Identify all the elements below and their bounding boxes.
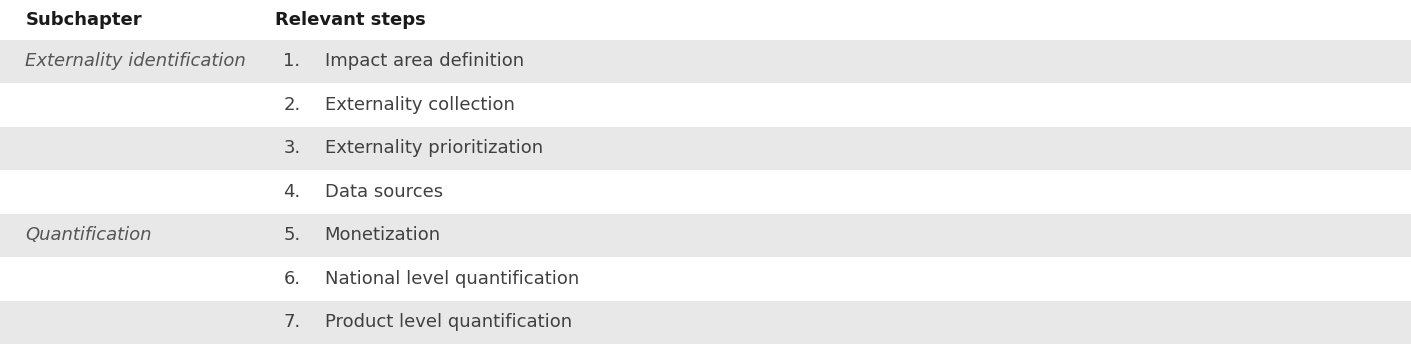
Text: National level quantification: National level quantification: [325, 270, 579, 288]
Text: Externality identification: Externality identification: [25, 52, 246, 70]
Text: Externality collection: Externality collection: [325, 96, 515, 114]
Bar: [0, 301, 1411, 344]
Text: 6.: 6.: [284, 270, 301, 288]
Bar: [0, 257, 1411, 301]
Text: Product level quantification: Product level quantification: [325, 313, 571, 331]
Text: Quantification: Quantification: [25, 226, 152, 244]
Text: Externality prioritization: Externality prioritization: [325, 139, 543, 157]
Text: 2.: 2.: [284, 96, 301, 114]
Text: 1.: 1.: [284, 52, 301, 70]
Text: Subchapter: Subchapter: [25, 11, 143, 29]
Text: Relevant steps: Relevant steps: [275, 11, 426, 29]
Bar: [0, 40, 1411, 83]
Text: Data sources: Data sources: [325, 183, 443, 201]
Text: Monetization: Monetization: [325, 226, 440, 244]
Bar: [0, 83, 1411, 127]
Text: 5.: 5.: [284, 226, 301, 244]
Text: Impact area definition: Impact area definition: [325, 52, 523, 70]
Text: 3.: 3.: [284, 139, 301, 157]
Text: 4.: 4.: [284, 183, 301, 201]
Bar: [0, 170, 1411, 214]
Text: 7.: 7.: [284, 313, 301, 331]
Bar: [0, 0, 1411, 40]
Bar: [0, 127, 1411, 170]
Bar: [0, 214, 1411, 257]
